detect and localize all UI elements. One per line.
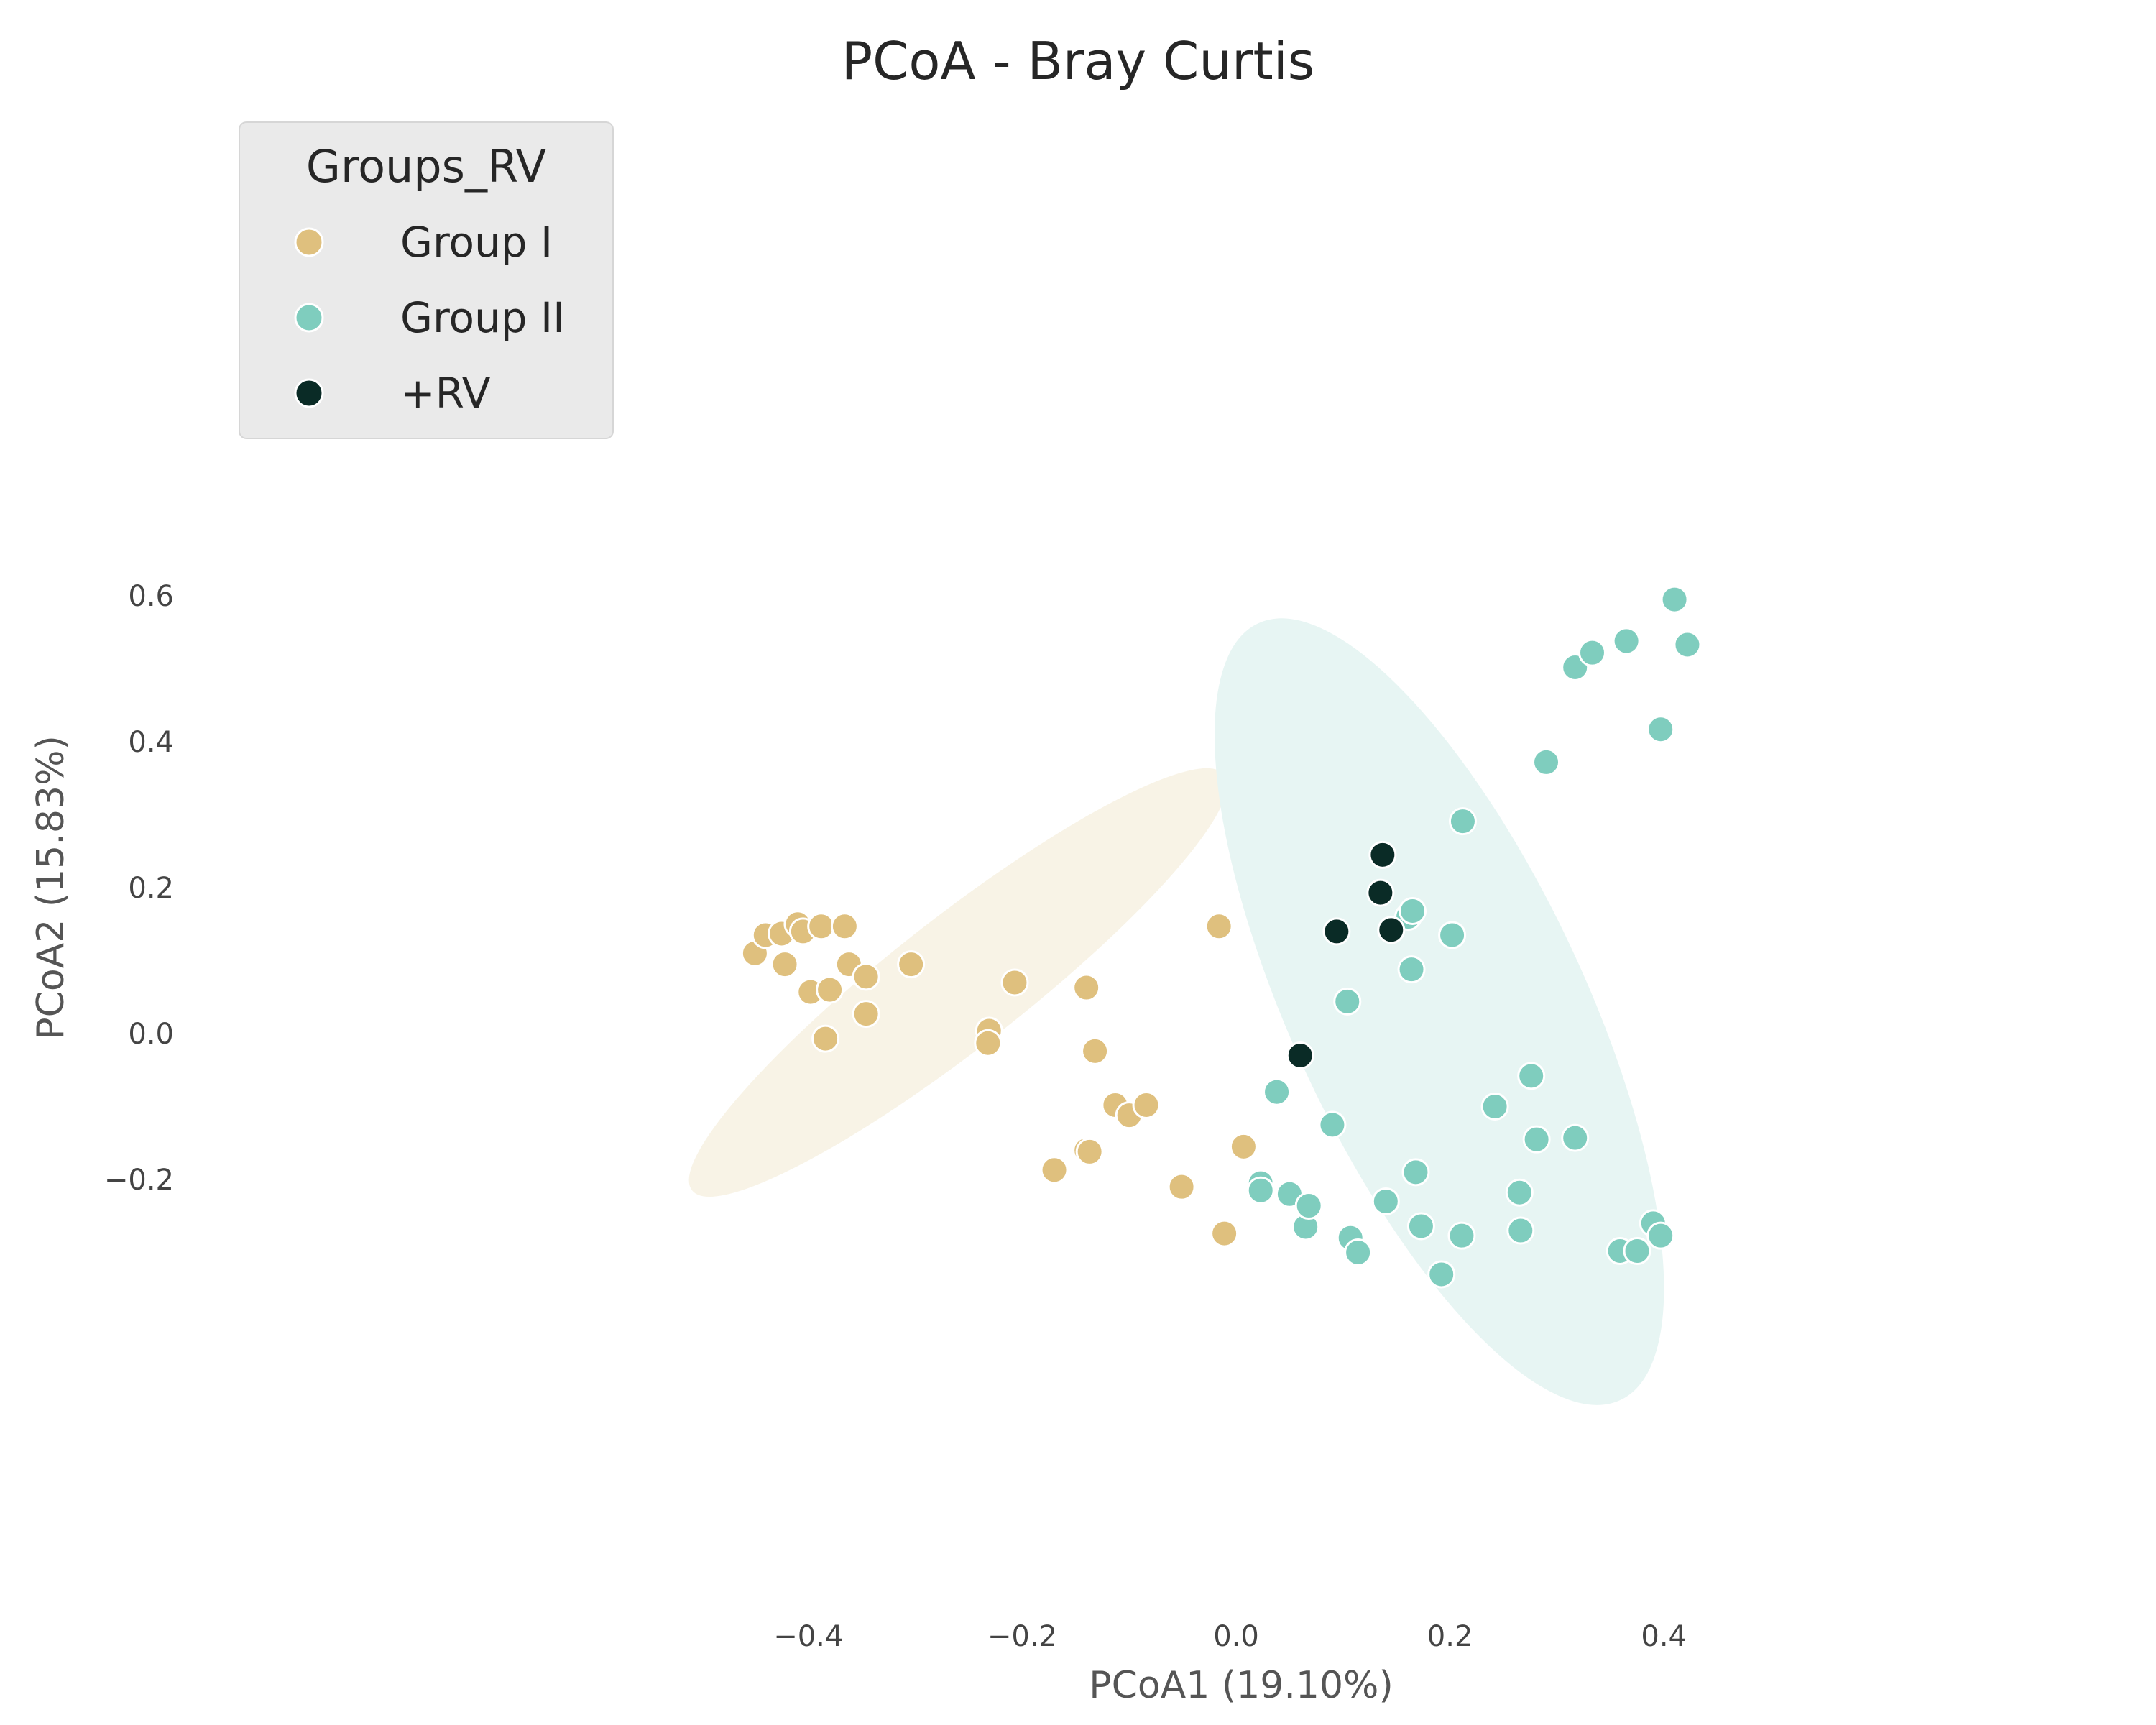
data-point-group-ii bbox=[1480, 1092, 1509, 1121]
legend-label: +RV bbox=[400, 369, 491, 418]
legend: Groups_RV Group I Group II +RV bbox=[239, 121, 614, 439]
data-point-group-ii bbox=[1623, 1236, 1651, 1265]
data-point-group-i bbox=[852, 962, 880, 991]
data-point-group-i bbox=[1204, 912, 1233, 941]
data-point-group-i bbox=[1040, 1156, 1069, 1184]
data-point-group-ii bbox=[1344, 1238, 1373, 1266]
data-point-group-ii bbox=[1578, 638, 1607, 667]
x-axis-label: PCoA1 (19.10%) bbox=[1089, 1664, 1393, 1707]
data-point-group-i bbox=[1000, 968, 1029, 997]
y-axis-ticks: −0.2 0.0 0.2 0.4 0.6 bbox=[104, 580, 174, 1197]
data-point-group-ii bbox=[1505, 1178, 1534, 1207]
chart-title: PCoA - Bray Curtis bbox=[842, 31, 1315, 91]
data-point-group-ii bbox=[1506, 1216, 1535, 1245]
ellipse-layer bbox=[688, 618, 1664, 1405]
data-point-group-i bbox=[852, 1000, 880, 1029]
legend-marker bbox=[294, 378, 324, 408]
data-point-group-ii bbox=[1399, 896, 1427, 925]
data-point-group-ii bbox=[1318, 1110, 1347, 1139]
x-tick-label: 0.2 bbox=[1427, 1620, 1473, 1653]
data-point-rv bbox=[1366, 878, 1395, 907]
data-point-group-i bbox=[1072, 973, 1101, 1002]
data-point-group-i bbox=[1132, 1090, 1161, 1119]
points-layer bbox=[740, 585, 1702, 1289]
data-point-group-i bbox=[1210, 1219, 1239, 1248]
data-point-group-i bbox=[974, 1029, 1003, 1057]
confidence-ellipse-2 bbox=[1215, 618, 1664, 1405]
data-point-rv bbox=[1322, 917, 1351, 946]
legend-title: Groups_RV bbox=[306, 140, 546, 193]
confidence-ellipse-1 bbox=[688, 768, 1227, 1197]
data-point-group-ii bbox=[1532, 748, 1561, 776]
data-point-group-ii bbox=[1522, 1125, 1551, 1154]
data-point-group-i bbox=[1229, 1132, 1258, 1161]
y-tick-label: 0.0 bbox=[128, 1018, 174, 1051]
legend-label: Group II bbox=[400, 293, 565, 342]
x-tick-label: −0.4 bbox=[773, 1620, 843, 1653]
y-axis-label: PCoA2 (15.83%) bbox=[29, 735, 73, 1040]
y-tick-label: 0.6 bbox=[128, 580, 174, 613]
legend-box bbox=[239, 121, 614, 439]
data-point-rv bbox=[1286, 1041, 1314, 1070]
legend-entries: Group I Group II +RV bbox=[294, 218, 565, 418]
data-point-group-ii bbox=[1448, 807, 1477, 836]
data-point-group-ii bbox=[1561, 1123, 1590, 1152]
data-point-group-ii bbox=[1447, 1221, 1476, 1250]
legend-marker bbox=[294, 303, 324, 333]
data-point-group-ii bbox=[1517, 1062, 1546, 1090]
data-point-group-ii bbox=[1294, 1192, 1323, 1220]
data-point-group-ii bbox=[1371, 1187, 1400, 1215]
data-point-rv bbox=[1368, 840, 1397, 869]
data-point-group-ii bbox=[1406, 1212, 1435, 1241]
legend-marker bbox=[294, 227, 324, 257]
x-tick-label: 0.4 bbox=[1641, 1620, 1687, 1653]
data-point-group-ii bbox=[1401, 1158, 1430, 1187]
data-point-group-ii bbox=[1646, 1221, 1675, 1250]
legend-label: Group I bbox=[400, 218, 553, 267]
data-point-group-i bbox=[770, 950, 799, 979]
data-point-group-i bbox=[816, 975, 844, 1004]
x-tick-label: −0.2 bbox=[987, 1620, 1057, 1653]
data-point-group-i bbox=[811, 1024, 840, 1053]
data-point-group-i bbox=[1081, 1036, 1110, 1065]
data-point-group-ii bbox=[1263, 1077, 1291, 1106]
plot-area bbox=[688, 585, 1702, 1405]
data-point-group-i bbox=[830, 912, 859, 941]
data-point-group-ii bbox=[1646, 715, 1675, 744]
y-tick-label: 0.2 bbox=[128, 872, 174, 905]
x-tick-label: 0.0 bbox=[1213, 1620, 1259, 1653]
data-point-rv bbox=[1377, 916, 1406, 944]
data-point-group-i bbox=[807, 912, 836, 941]
data-point-group-ii bbox=[1427, 1260, 1456, 1289]
data-point-group-ii bbox=[1397, 955, 1426, 984]
x-axis-ticks: −0.4 −0.2 0.0 0.2 0.4 bbox=[773, 1620, 1687, 1653]
data-point-group-ii bbox=[1673, 630, 1702, 659]
y-tick-label: 0.4 bbox=[128, 726, 174, 759]
data-point-group-ii bbox=[1660, 585, 1689, 614]
data-point-group-i bbox=[897, 950, 926, 979]
data-point-group-i bbox=[1167, 1172, 1196, 1201]
data-point-group-ii bbox=[1612, 627, 1641, 656]
y-tick-label: −0.2 bbox=[104, 1164, 174, 1197]
data-point-group-ii bbox=[1438, 921, 1467, 949]
data-point-group-ii bbox=[1246, 1176, 1275, 1205]
data-point-group-i bbox=[1075, 1137, 1104, 1166]
data-point-group-ii bbox=[1333, 987, 1362, 1016]
